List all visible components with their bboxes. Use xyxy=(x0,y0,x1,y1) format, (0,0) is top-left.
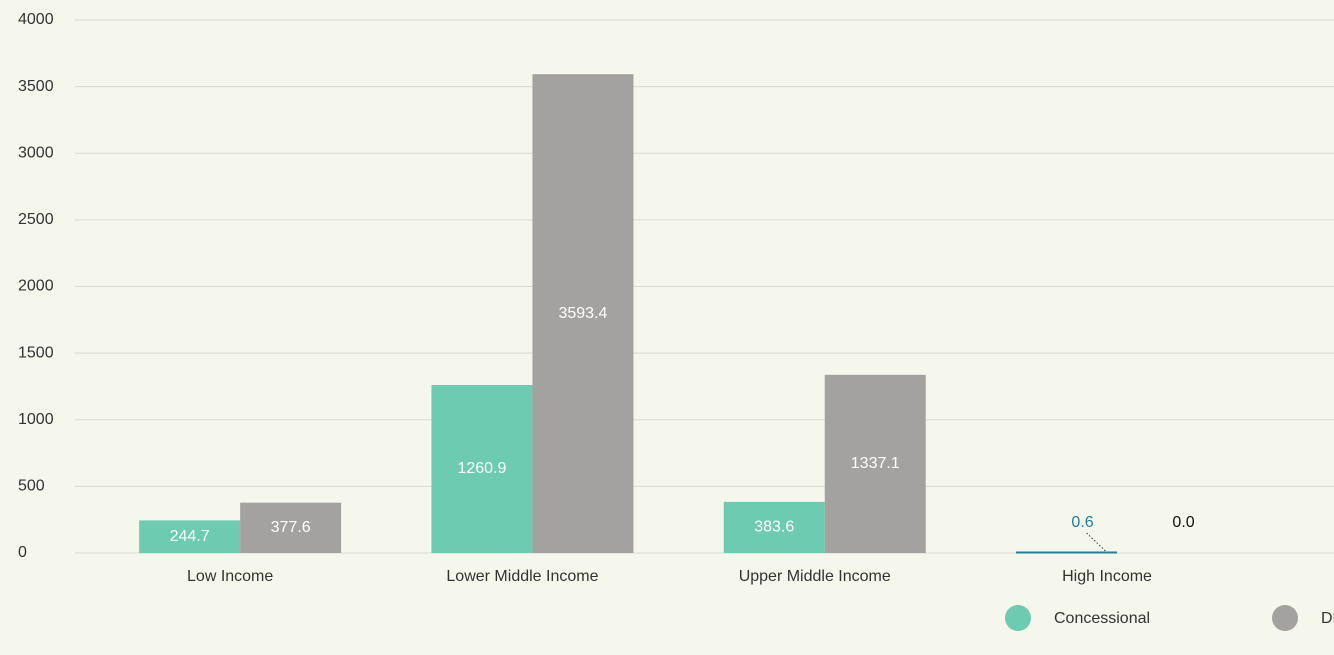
legend-swatch xyxy=(1005,605,1031,631)
bar xyxy=(824,374,926,553)
y-tick-label: 2000 xyxy=(18,278,54,295)
y-tick-label: 3000 xyxy=(18,144,54,161)
bar xyxy=(139,520,241,553)
data-label: 0.0 xyxy=(1172,514,1194,531)
data-label: 244.7 xyxy=(170,528,210,545)
y-tick-label: 1000 xyxy=(18,411,54,428)
y-tick-label: 500 xyxy=(18,478,45,495)
leader-line xyxy=(1086,532,1107,553)
x-tick-label: Upper Middle Income xyxy=(739,568,891,585)
legend-swatch xyxy=(1272,605,1298,631)
y-tick-label: 1500 xyxy=(18,344,54,361)
data-label: 1337.1 xyxy=(851,455,900,472)
data-label: 1260.9 xyxy=(457,460,506,477)
data-label: 3593.4 xyxy=(558,305,607,322)
x-tick-label: High Income xyxy=(1062,568,1152,585)
x-tick-label: Low Income xyxy=(187,568,273,585)
x-tick-label: Lower Middle Income xyxy=(446,568,598,585)
data-label: 377.6 xyxy=(271,519,311,536)
legend-label: Concessional xyxy=(1054,610,1150,627)
bar xyxy=(723,501,825,553)
bar xyxy=(431,384,533,553)
y-tick-label: 2500 xyxy=(18,211,54,228)
bar xyxy=(240,502,342,553)
legend-label: DFI xyxy=(1321,610,1334,627)
data-label: 383.6 xyxy=(754,519,794,536)
data-label: 0.6 xyxy=(1071,514,1093,531)
y-tick-label: 0 xyxy=(18,544,27,561)
bar xyxy=(532,74,634,554)
y-tick-label: 3500 xyxy=(18,78,54,95)
y-tick-label: 4000 xyxy=(18,11,54,28)
